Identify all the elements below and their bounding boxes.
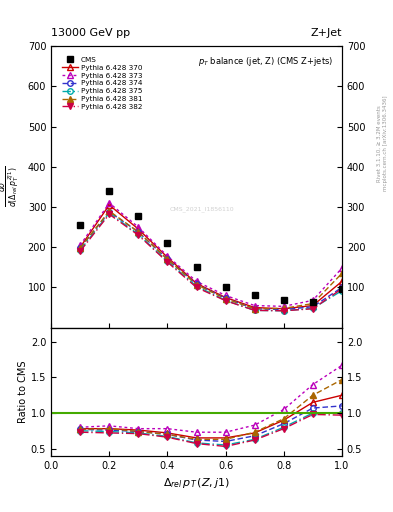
Pythia 6.428 373 (165, 253, 170, 259)
Pythia 6.428 370 (223, 294, 228, 301)
Pythia 6.428 373 (281, 303, 286, 309)
Pythia 6.428 375 (340, 288, 344, 294)
Text: Z+Jet: Z+Jet (310, 28, 342, 37)
Pythia 6.428 370 (310, 303, 315, 309)
Pythia 6.428 374 (78, 245, 83, 251)
Pythia 6.428 381 (107, 208, 112, 214)
Pythia 6.428 375 (281, 308, 286, 314)
Pythia 6.428 370 (340, 279, 344, 285)
Pythia 6.428 373 (136, 224, 141, 230)
Pythia 6.428 370 (107, 202, 112, 208)
Y-axis label: Ratio to CMS: Ratio to CMS (18, 360, 28, 423)
Legend: CMS, Pythia 6.428 370, Pythia 6.428 373, Pythia 6.428 374, Pythia 6.428 375, Pyt: CMS, Pythia 6.428 370, Pythia 6.428 373,… (61, 55, 144, 112)
Line: Pythia 6.428 373: Pythia 6.428 373 (77, 200, 345, 309)
Pythia 6.428 373 (340, 265, 344, 271)
CMS (136, 213, 141, 219)
CMS (310, 298, 315, 305)
Text: 13000 GeV pp: 13000 GeV pp (51, 28, 130, 37)
CMS (78, 222, 83, 228)
Pythia 6.428 375 (165, 258, 170, 264)
Pythia 6.428 374 (165, 256, 170, 262)
Pythia 6.428 373 (223, 292, 228, 298)
Pythia 6.428 374 (194, 281, 199, 287)
Line: Pythia 6.428 370: Pythia 6.428 370 (77, 202, 345, 311)
Pythia 6.428 370 (281, 306, 286, 312)
Pythia 6.428 373 (310, 297, 315, 304)
Text: Rivet 3.1.10, ≥ 3.2M events: Rivet 3.1.10, ≥ 3.2M events (377, 105, 382, 182)
Pythia 6.428 375 (310, 305, 315, 311)
Pythia 6.428 370 (194, 281, 199, 287)
Pythia 6.428 370 (252, 305, 257, 311)
Pythia 6.428 373 (107, 200, 112, 206)
Pythia 6.428 382 (310, 306, 315, 312)
Text: $p_T$ balance (jet, Z) (CMS Z+jets): $p_T$ balance (jet, Z) (CMS Z+jets) (198, 55, 333, 68)
Pythia 6.428 374 (340, 284, 344, 290)
Pythia 6.428 381 (310, 301, 315, 307)
Pythia 6.428 382 (194, 284, 199, 290)
CMS (107, 188, 112, 194)
Pythia 6.428 381 (340, 270, 344, 276)
Pythia 6.428 374 (281, 307, 286, 313)
Pythia 6.428 370 (78, 244, 83, 250)
CMS (194, 264, 199, 270)
Pythia 6.428 375 (78, 247, 83, 253)
CMS (223, 284, 228, 290)
Pythia 6.428 381 (281, 305, 286, 311)
Pythia 6.428 381 (78, 245, 83, 251)
Pythia 6.428 375 (223, 297, 228, 304)
Line: Pythia 6.428 381: Pythia 6.428 381 (77, 208, 345, 311)
Pythia 6.428 370 (136, 226, 141, 232)
Pythia 6.428 382 (340, 286, 344, 292)
Pythia 6.428 374 (136, 229, 141, 235)
Pythia 6.428 375 (252, 307, 257, 313)
CMS (252, 292, 257, 298)
Pythia 6.428 375 (107, 210, 112, 216)
Pythia 6.428 381 (136, 229, 141, 235)
Pythia 6.428 373 (252, 303, 257, 309)
Pythia 6.428 382 (136, 232, 141, 238)
Pythia 6.428 370 (165, 254, 170, 260)
Line: Pythia 6.428 374: Pythia 6.428 374 (77, 209, 345, 312)
Y-axis label: $\frac{d\sigma}{d(\Delta_{rel}\,p_T^{Zj1})}$: $\frac{d\sigma}{d(\Delta_{rel}\,p_T^{Zj1… (0, 166, 22, 207)
X-axis label: $\Delta_{rel}\,p_T\,(Z,j1)$: $\Delta_{rel}\,p_T\,(Z,j1)$ (163, 476, 230, 490)
Pythia 6.428 381 (194, 282, 199, 288)
Line: Pythia 6.428 382: Pythia 6.428 382 (77, 211, 345, 313)
Pythia 6.428 374 (107, 209, 112, 215)
CMS (165, 240, 170, 246)
Pythia 6.428 381 (165, 256, 170, 262)
Pythia 6.428 382 (165, 259, 170, 265)
Pythia 6.428 382 (107, 211, 112, 217)
Line: CMS: CMS (77, 187, 345, 305)
Pythia 6.428 382 (78, 248, 83, 254)
Pythia 6.428 381 (223, 295, 228, 302)
Pythia 6.428 382 (223, 297, 228, 304)
CMS (281, 296, 286, 303)
Pythia 6.428 374 (223, 295, 228, 302)
Pythia 6.428 375 (194, 283, 199, 289)
Pythia 6.428 373 (194, 279, 199, 285)
Text: CMS_2021_I1856110: CMS_2021_I1856110 (170, 206, 235, 212)
Line: Pythia 6.428 375: Pythia 6.428 375 (77, 210, 345, 313)
Pythia 6.428 382 (252, 307, 257, 313)
Text: mcplots.cern.ch [arXiv:1306.3436]: mcplots.cern.ch [arXiv:1306.3436] (384, 96, 388, 191)
Pythia 6.428 373 (78, 242, 83, 248)
Pythia 6.428 374 (252, 306, 257, 312)
Pythia 6.428 382 (281, 308, 286, 314)
Pythia 6.428 374 (310, 304, 315, 310)
Pythia 6.428 375 (136, 231, 141, 238)
Pythia 6.428 381 (252, 306, 257, 312)
CMS (340, 286, 344, 292)
